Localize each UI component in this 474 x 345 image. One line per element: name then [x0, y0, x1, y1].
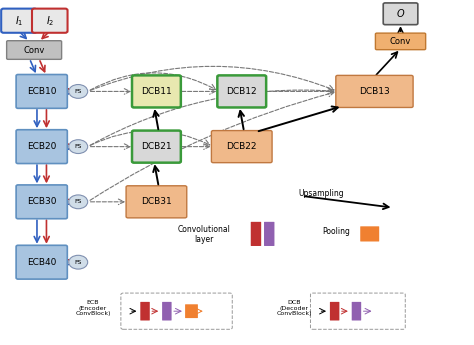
- FancyBboxPatch shape: [211, 131, 272, 163]
- Text: Conv: Conv: [23, 46, 45, 55]
- FancyBboxPatch shape: [16, 130, 67, 164]
- FancyBboxPatch shape: [16, 185, 67, 219]
- FancyBboxPatch shape: [217, 75, 266, 108]
- Text: ECB40: ECB40: [27, 258, 56, 267]
- Text: DCB22: DCB22: [227, 142, 257, 151]
- Circle shape: [69, 140, 88, 154]
- Text: DCB13: DCB13: [359, 87, 390, 96]
- Text: O: O: [397, 9, 404, 19]
- Text: Upsampling: Upsampling: [299, 189, 344, 198]
- Text: FS: FS: [74, 89, 82, 94]
- FancyBboxPatch shape: [126, 186, 187, 218]
- FancyBboxPatch shape: [140, 302, 150, 321]
- FancyBboxPatch shape: [251, 222, 261, 246]
- Text: $I_1$: $I_1$: [15, 14, 23, 28]
- FancyBboxPatch shape: [310, 293, 405, 329]
- Text: ECB
(Encoder
ConvBlock): ECB (Encoder ConvBlock): [75, 300, 110, 316]
- Text: FS: FS: [74, 260, 82, 265]
- FancyBboxPatch shape: [330, 302, 339, 321]
- Text: ECB30: ECB30: [27, 197, 56, 206]
- Text: DCB
(Decoder
ConvBlock): DCB (Decoder ConvBlock): [276, 300, 311, 316]
- FancyBboxPatch shape: [185, 304, 198, 318]
- FancyBboxPatch shape: [336, 75, 413, 108]
- FancyBboxPatch shape: [383, 3, 418, 25]
- FancyBboxPatch shape: [132, 131, 181, 163]
- Circle shape: [69, 255, 88, 269]
- FancyBboxPatch shape: [32, 9, 67, 33]
- FancyBboxPatch shape: [352, 302, 361, 321]
- Text: FS: FS: [74, 144, 82, 149]
- Text: DCB12: DCB12: [227, 87, 257, 96]
- Text: DCB31: DCB31: [141, 197, 172, 206]
- FancyBboxPatch shape: [264, 222, 274, 246]
- FancyBboxPatch shape: [7, 41, 62, 59]
- FancyBboxPatch shape: [162, 302, 172, 321]
- Text: ECB20: ECB20: [27, 142, 56, 151]
- Text: FS: FS: [74, 199, 82, 204]
- Text: DCB21: DCB21: [141, 142, 172, 151]
- Text: $I_2$: $I_2$: [46, 14, 54, 28]
- Circle shape: [69, 85, 88, 98]
- FancyBboxPatch shape: [375, 33, 426, 50]
- Circle shape: [69, 195, 88, 209]
- Text: ECB10: ECB10: [27, 87, 56, 96]
- Text: DCB11: DCB11: [141, 87, 172, 96]
- Text: Pooling: Pooling: [322, 227, 350, 236]
- FancyBboxPatch shape: [360, 226, 379, 242]
- Text: Conv: Conv: [390, 37, 411, 46]
- FancyBboxPatch shape: [121, 293, 232, 329]
- FancyBboxPatch shape: [16, 245, 67, 279]
- FancyBboxPatch shape: [1, 9, 36, 33]
- FancyBboxPatch shape: [16, 75, 67, 108]
- Text: Convolutional
layer: Convolutional layer: [177, 225, 230, 244]
- FancyBboxPatch shape: [132, 75, 181, 108]
